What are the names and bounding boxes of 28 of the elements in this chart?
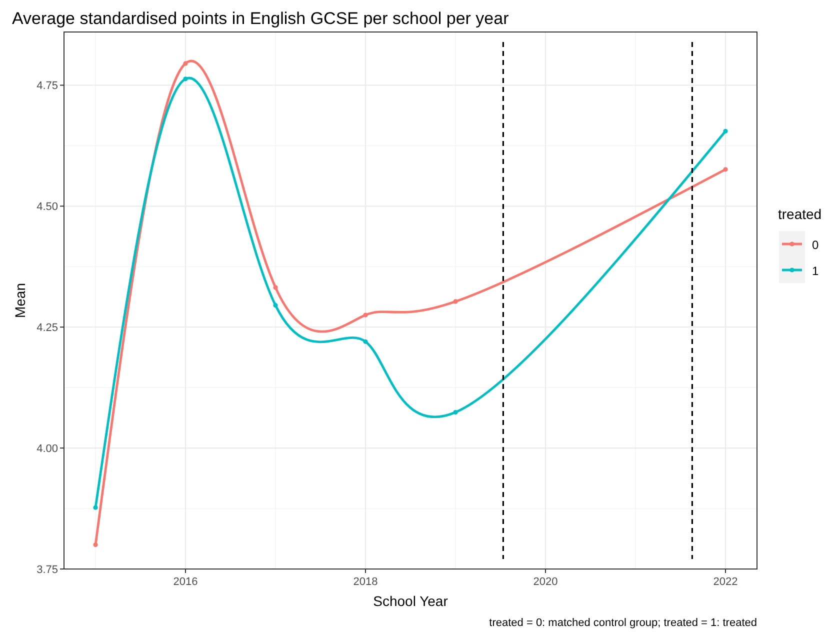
point: [93, 505, 98, 510]
point: [273, 303, 278, 308]
text: treated = 0: matched control group; treated = 1: treated: [489, 617, 757, 629]
point: [273, 285, 278, 290]
chart-title: Average standardised points in English GCSE per school per year: [12, 9, 510, 28]
point: [183, 76, 188, 82]
point: [363, 339, 368, 344]
y-tick-label: 4.25: [36, 322, 58, 334]
x-tick-label: 2022: [713, 576, 738, 588]
x-axis-title: School Year: [373, 593, 448, 609]
y-tick-label: 4.75: [36, 80, 58, 92]
legend-title: treated: [778, 206, 822, 222]
point: [723, 167, 728, 172]
y-tick-label: 3.75: [36, 564, 58, 576]
point: [453, 410, 458, 415]
point: [363, 312, 368, 318]
legend-label: 0: [812, 238, 819, 252]
point: [723, 128, 728, 134]
legend-label: 1: [812, 264, 819, 278]
point: [453, 299, 458, 304]
y-axis-title: Mean: [12, 282, 28, 318]
y-tick-label: 4.50: [36, 201, 58, 214]
y-tick-label: 4.00: [36, 443, 58, 456]
x-tick-label: 2020: [533, 576, 558, 588]
point: [183, 61, 188, 66]
x-tick-label: 2016: [173, 576, 198, 588]
x-tick-label: 2018: [353, 576, 378, 588]
point: [93, 542, 98, 548]
